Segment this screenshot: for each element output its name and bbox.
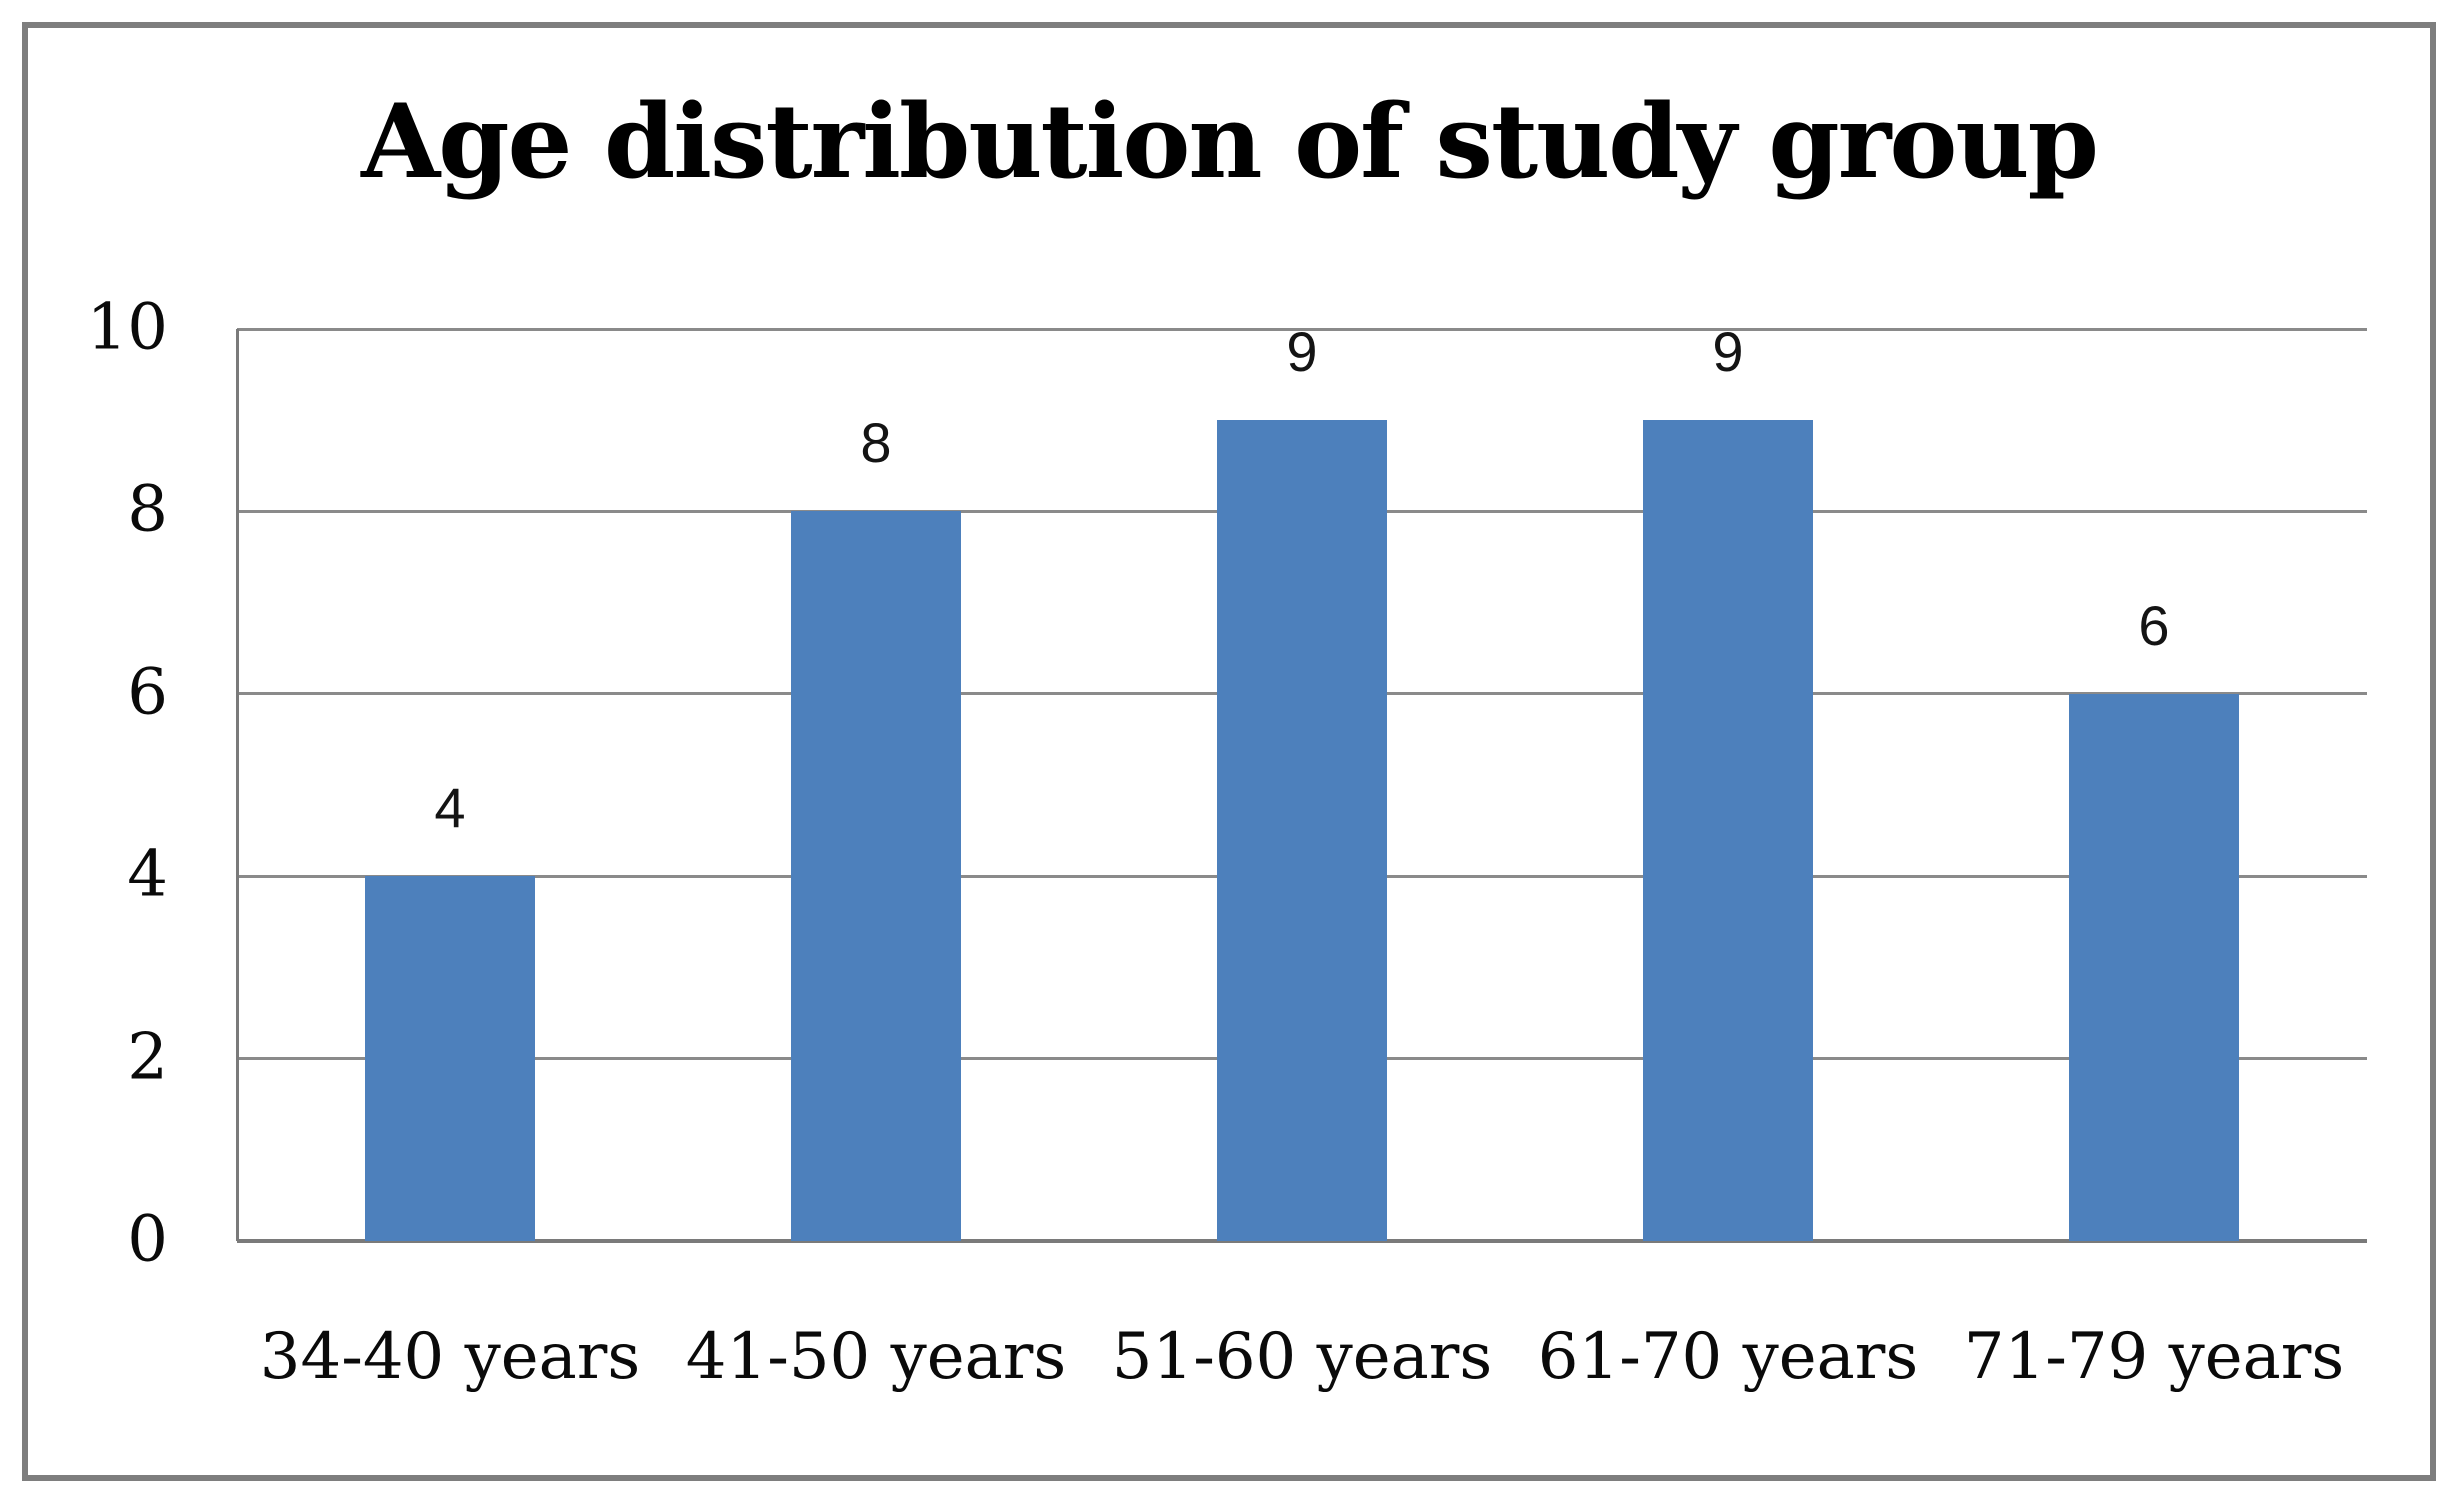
bar-41-50-years [791, 511, 961, 1241]
y-tick-label-10: 10 [86, 290, 168, 365]
bar-value-label: 8 [860, 411, 892, 475]
y-tick-label-0: 0 [127, 1202, 168, 1277]
x-category-label: 71-79 years [1963, 1320, 2345, 1394]
bar-51-60-years [1217, 420, 1387, 1241]
y-tick-label-6: 6 [127, 655, 168, 730]
bar-value-label: 6 [2138, 593, 2170, 657]
chart-title: Age distribution of study group [361, 82, 2099, 202]
y-tick-label-8: 8 [127, 473, 168, 548]
y-tick-label-4: 4 [127, 837, 168, 912]
x-category-label: 34-40 years [259, 1320, 641, 1394]
y-tick-label-2: 2 [127, 1020, 168, 1095]
x-category-label: 61-70 years [1537, 1320, 1919, 1394]
gridline-y10 [237, 327, 2367, 331]
x-category-label: 51-60 years [1111, 1320, 1493, 1394]
bar-61-70-years [1643, 420, 1813, 1241]
bar-value-label: 9 [1286, 320, 1318, 384]
bar-value-label: 9 [1712, 320, 1744, 384]
x-axis-line [237, 1239, 2367, 1243]
bar-34-40-years [365, 876, 535, 1241]
y-axis-line [235, 329, 239, 1241]
bar-71-79-years [2069, 693, 2239, 1241]
x-category-label: 41-50 years [685, 1320, 1067, 1394]
bar-value-label: 4 [434, 776, 466, 840]
